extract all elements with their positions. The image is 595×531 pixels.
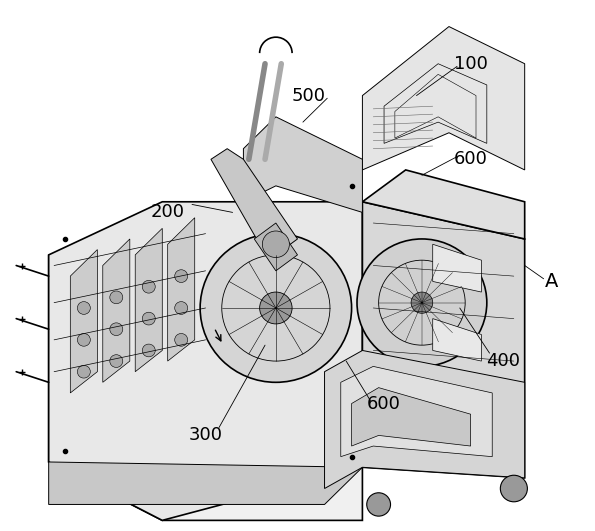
Circle shape [175, 302, 187, 314]
Polygon shape [324, 350, 525, 489]
Text: 600: 600 [367, 395, 401, 413]
Text: A: A [545, 272, 559, 291]
Polygon shape [362, 27, 525, 170]
Polygon shape [362, 202, 525, 478]
Polygon shape [103, 239, 130, 382]
Circle shape [262, 231, 289, 258]
Polygon shape [341, 366, 492, 457]
Polygon shape [352, 388, 471, 446]
Polygon shape [168, 218, 195, 361]
Polygon shape [70, 250, 98, 393]
Polygon shape [49, 255, 362, 520]
Circle shape [142, 312, 155, 325]
Circle shape [200, 234, 352, 382]
Circle shape [500, 475, 527, 502]
Circle shape [142, 280, 155, 293]
Text: 300: 300 [189, 426, 223, 444]
Text: 200: 200 [151, 203, 184, 221]
Polygon shape [362, 170, 525, 239]
Polygon shape [49, 202, 362, 520]
Text: 400: 400 [486, 352, 520, 370]
Circle shape [142, 344, 155, 357]
Text: 100: 100 [453, 55, 487, 73]
Polygon shape [211, 149, 298, 255]
Circle shape [411, 292, 433, 313]
Circle shape [259, 292, 292, 324]
Polygon shape [135, 228, 162, 372]
Polygon shape [49, 462, 362, 504]
Circle shape [357, 239, 487, 366]
Circle shape [175, 270, 187, 282]
Circle shape [367, 493, 390, 516]
Polygon shape [243, 117, 362, 212]
Circle shape [110, 323, 123, 336]
Circle shape [77, 365, 90, 378]
Polygon shape [254, 223, 298, 271]
Text: 500: 500 [292, 87, 325, 105]
Circle shape [110, 291, 123, 304]
Circle shape [77, 333, 90, 346]
Circle shape [175, 333, 187, 346]
Polygon shape [433, 319, 481, 361]
Circle shape [110, 355, 123, 367]
Polygon shape [433, 244, 481, 292]
Circle shape [77, 302, 90, 314]
Text: 600: 600 [453, 150, 487, 168]
